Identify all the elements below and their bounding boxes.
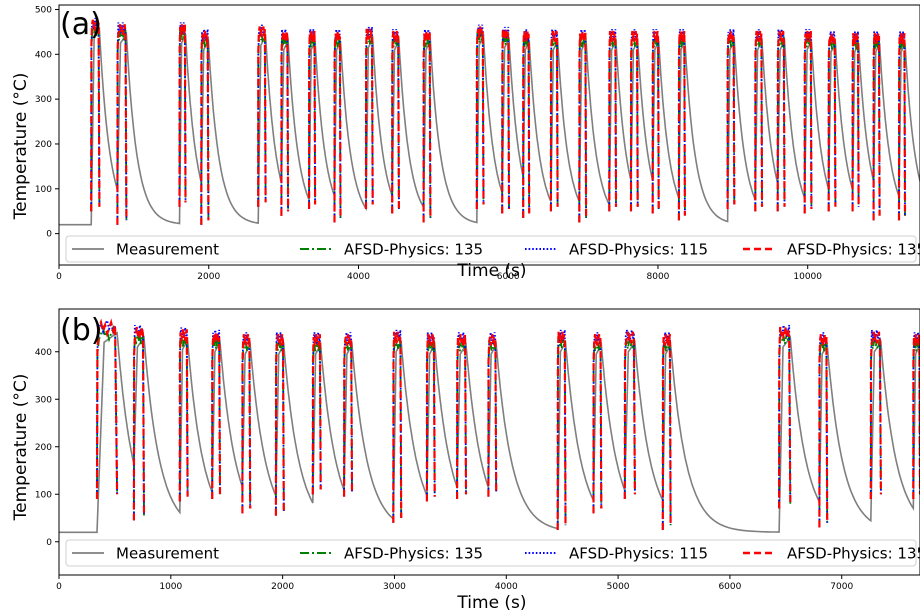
legend-label: Measurement xyxy=(116,241,219,259)
x-tick-label: 2000 xyxy=(197,272,220,282)
series-line-afsd-physics-135-115 xyxy=(95,318,920,530)
x-tick-label: 7000 xyxy=(830,582,853,592)
series-line-afsd-physics-135 xyxy=(96,324,920,530)
x-tick-label: 6000 xyxy=(497,272,520,282)
chart-panel-a: 0 2000 4000 6000 8000 10000 0100200300400500 … xyxy=(11,4,920,282)
panel-b-label: (b) xyxy=(60,313,102,348)
legend-box xyxy=(65,539,917,567)
y-tick-label: 400 xyxy=(35,50,52,60)
panel-b-y-ticks: 0 100 200 300 400 xyxy=(35,348,59,548)
y-tick-label: 300 xyxy=(35,395,52,405)
y-tick-label: 0 xyxy=(46,538,52,548)
panel-b-x-ticks: 0 1000 2000 3000 4000 5000 6000 7000 xyxy=(56,575,853,592)
panel-a-x-ticks: 0 2000 4000 6000 8000 10000 xyxy=(56,265,822,282)
legend-label: AFSD-Physics: 115 xyxy=(569,241,708,259)
series-line-afsd-physics-135-115 xyxy=(90,19,907,225)
y-tick-label: 100 xyxy=(35,185,52,195)
x-tick-label: 4000 xyxy=(495,582,518,592)
legend-box xyxy=(65,235,917,263)
panel-a-legend: Measurement AFSD-Physics: 135 AFSD-Physics… xyxy=(65,235,920,263)
legend-label: AFSD-Physics: 115 xyxy=(569,545,708,563)
y-tick-label: 200 xyxy=(35,443,52,453)
series-line-measurement xyxy=(59,331,920,534)
x-tick-label: 10000 xyxy=(793,272,822,282)
panel-b-x-axis-label: Time (s) xyxy=(456,593,526,613)
x-tick-label: 5000 xyxy=(607,582,630,592)
y-tick-label: 200 xyxy=(35,140,52,150)
panel-b-y-axis-label: Temperature (°C) xyxy=(11,374,31,522)
x-tick-label: 8000 xyxy=(647,272,670,282)
legend-label: AFSD-Physics: 135&115 xyxy=(787,545,920,563)
chart-panel-b: 0 1000 2000 3000 4000 5000 6000 7000 0 100 200 300… xyxy=(11,308,920,613)
panel-a-plot-frame xyxy=(58,4,920,266)
x-tick-label: 1000 xyxy=(159,582,182,592)
y-tick-label: 100 xyxy=(35,490,52,500)
x-tick-label: 0 xyxy=(56,272,62,282)
x-tick-label: 4000 xyxy=(347,272,370,282)
panel-b-legend: Measurement AFSD-Physics: 135 AFSD-Physics… xyxy=(65,539,920,567)
series-line-measurement xyxy=(59,27,920,226)
panel-a-label: (a) xyxy=(60,7,102,42)
panel-b-plot-frame xyxy=(58,308,920,576)
y-tick-label: 0 xyxy=(46,230,52,240)
panel-a-x-axis-label: Time (s) xyxy=(456,261,526,281)
legend-label: AFSD-Physics: 135&115 xyxy=(787,241,920,259)
x-tick-label: 0 xyxy=(56,582,62,592)
x-tick-label: 6000 xyxy=(718,582,741,592)
panel-b-plot-lines xyxy=(59,317,920,534)
legend-label: Measurement xyxy=(116,545,219,563)
series-line-afsd-physics-115 xyxy=(90,17,906,225)
y-tick-label: 300 xyxy=(35,95,52,105)
y-tick-label: 400 xyxy=(35,348,52,358)
panel-a-plot-lines xyxy=(59,17,920,226)
panel-a-y-ticks: 0 100 200 300 400 500 xyxy=(35,5,59,240)
x-tick-label: 3000 xyxy=(383,582,406,592)
legend-label: AFSD-Physics: 135 xyxy=(344,241,483,259)
legend-label: AFSD-Physics: 135 xyxy=(344,545,483,563)
panel-a-y-axis-label: Temperature (°C) xyxy=(11,73,31,221)
y-tick-label: 500 xyxy=(35,5,52,15)
x-tick-label: 2000 xyxy=(271,582,294,592)
